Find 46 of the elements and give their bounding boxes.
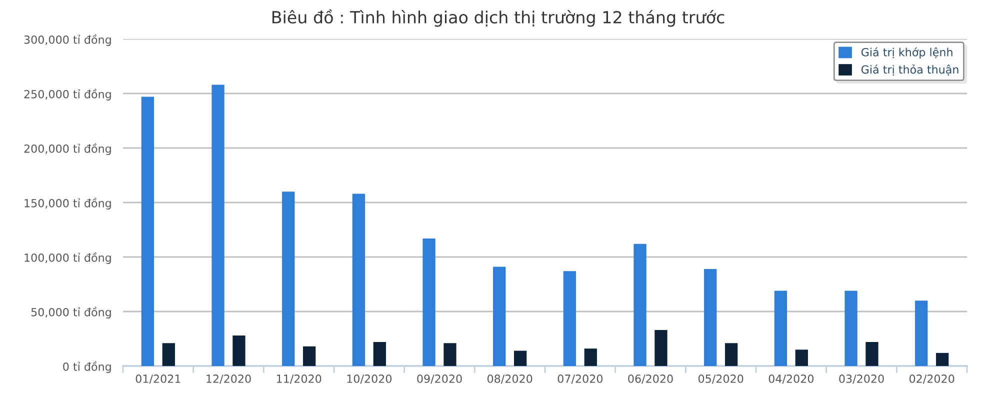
y-tick-label: 0 tỉ đồng: [63, 361, 111, 374]
x-tick-label: 11/2020: [276, 374, 322, 384]
bar: [634, 244, 646, 366]
bar: [724, 343, 738, 366]
bar: [514, 350, 527, 366]
x-tick-label: 07/2020: [558, 374, 603, 384]
x-tick-label: 10/2020: [347, 374, 392, 384]
bar: [302, 346, 316, 366]
x-tick-label: 08/2020: [487, 374, 532, 384]
x-tick-label: 03/2020: [839, 374, 884, 384]
x-tick-label: 09/2020: [417, 374, 462, 384]
bar: [493, 266, 506, 366]
y-tick-label: 50,000 tỉ đồng: [31, 306, 111, 319]
bar: [774, 290, 788, 366]
bar: [844, 290, 858, 366]
legend-label: Giá trị khớp lệnh: [861, 47, 952, 59]
bar: [141, 96, 154, 366]
legend-label: Giá trị thỏa thuận: [861, 64, 958, 76]
bar: [352, 194, 366, 366]
x-tick-label: 06/2020: [628, 374, 673, 384]
bar: [704, 268, 717, 366]
bar: [936, 352, 949, 366]
x-tick-label: 05/2020: [698, 374, 744, 384]
x-tick-label: 01/2021: [136, 374, 180, 384]
bar: [584, 348, 597, 366]
bar: [232, 335, 246, 366]
bar: [795, 350, 808, 366]
bar: [654, 330, 668, 366]
bar: [282, 192, 295, 366]
bar: [422, 238, 436, 366]
bar: [373, 342, 386, 366]
bar: [212, 84, 224, 366]
bar: [563, 271, 576, 366]
bar: [915, 300, 928, 366]
y-tick-label: 150,000 tỉ đồng: [24, 198, 111, 210]
bar: [866, 342, 878, 366]
bar: [162, 343, 175, 366]
bar: [444, 343, 456, 366]
y-tick-label: 200,000 tỉ đồng: [24, 143, 111, 156]
x-tick-label: 02/2020: [909, 374, 954, 384]
y-tick-label: 100,000 tỉ đồng: [24, 252, 111, 264]
y-tick-label: 300,000 tỉ đồng: [24, 34, 111, 46]
chart-title: Biêu đồ : Tình hình giao dịch thị trường 12 tháng trước: [272, 9, 724, 27]
x-tick-label: 12/2020: [206, 374, 251, 384]
y-tick-label: 250,000 tỉ đồng: [24, 88, 111, 101]
x-tick-label: 04/2020: [768, 374, 814, 384]
